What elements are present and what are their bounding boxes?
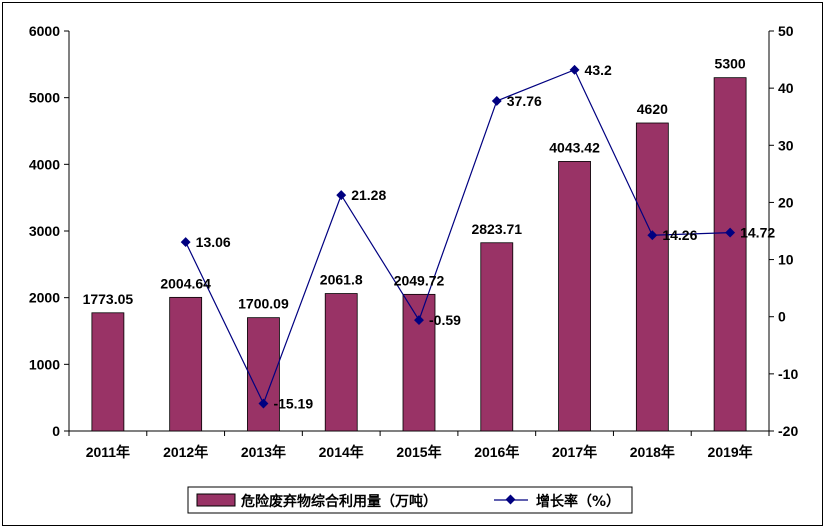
left-axis-tick-label: 4000 bbox=[29, 156, 60, 172]
legend-bar-label: 危险废弃物综合利用量（万吨） bbox=[240, 493, 437, 510]
growth-line bbox=[180, 64, 736, 409]
right-axis-tick-label: 20 bbox=[778, 194, 794, 210]
bars bbox=[91, 77, 747, 432]
bar-data-label: 1773.05 bbox=[83, 291, 134, 307]
data-labels: 1773.05 2004.64 1700.09 2061.8 2049.72 2823.7… bbox=[83, 56, 776, 412]
bar-data-label: 1700.09 bbox=[238, 296, 289, 312]
bar bbox=[480, 242, 514, 432]
line-data-label: -0.59 bbox=[429, 312, 461, 328]
legend-box bbox=[187, 486, 633, 514]
line-marker bbox=[491, 95, 502, 106]
bar bbox=[558, 161, 591, 432]
right-axis-tick-label: 0 bbox=[778, 309, 786, 325]
right-axis-tick-label: 40 bbox=[778, 80, 794, 96]
x-axis-tick-label: 2018年 bbox=[630, 444, 675, 460]
line-data-label: 43.2 bbox=[585, 62, 612, 78]
line-marker bbox=[336, 190, 347, 201]
x-axis-tick-label: 2016年 bbox=[474, 444, 519, 460]
line-data-label: 21.28 bbox=[351, 187, 386, 203]
bar bbox=[169, 296, 203, 432]
growth-line-path bbox=[185, 69, 731, 406]
bar-data-label: 4620 bbox=[637, 101, 668, 117]
x-axis-tick-label: 2014年 bbox=[319, 444, 364, 460]
line-marker bbox=[569, 64, 580, 75]
line-data-label: 37.76 bbox=[507, 93, 542, 109]
bar-data-label: 2004.64 bbox=[160, 275, 211, 291]
left-axis-tick-label: 2000 bbox=[29, 290, 60, 306]
legend-line-marker bbox=[505, 494, 516, 505]
line-data-label: 13.06 bbox=[196, 234, 231, 250]
line-marker bbox=[180, 237, 191, 248]
bar bbox=[713, 77, 747, 432]
bar bbox=[635, 122, 669, 432]
left-axis-tick-label: 6000 bbox=[29, 23, 60, 39]
line-marker bbox=[647, 230, 658, 241]
legend: 危险废弃物综合利用量（万吨） 增长率（%） bbox=[187, 486, 633, 514]
x-axis-tick-label: 2011年 bbox=[86, 444, 130, 460]
bar-data-label: 5300 bbox=[715, 56, 746, 72]
x-axis-tick-label: 2017年 bbox=[552, 444, 597, 460]
line-marker bbox=[258, 398, 269, 409]
right-axis-tick-label: -10 bbox=[778, 366, 798, 382]
left-axis-tick-label: 5000 bbox=[29, 90, 60, 106]
x-axis-tick-label: 2013年 bbox=[241, 444, 286, 460]
line-data-label: -15.19 bbox=[273, 396, 313, 412]
line-marker bbox=[414, 315, 424, 326]
right-axis-tick-label: 10 bbox=[778, 252, 794, 268]
left-axis-tick-label: 0 bbox=[52, 423, 60, 439]
bar-data-label: 2061.8 bbox=[320, 272, 363, 288]
right-axis-tick-label: 50 bbox=[778, 23, 794, 39]
bar-data-label: 4043.42 bbox=[549, 139, 600, 155]
line-data-label: 14.72 bbox=[740, 225, 775, 241]
x-axis-tick-label: 2019年 bbox=[708, 444, 753, 460]
right-axis-tick-label: 30 bbox=[778, 137, 794, 153]
right-axis-tick-label: -20 bbox=[778, 423, 798, 439]
line-marker bbox=[725, 227, 736, 238]
left-axis-tick-label: 3000 bbox=[29, 223, 60, 239]
bar bbox=[91, 312, 125, 432]
legend-line-label: 增长率（%） bbox=[536, 493, 620, 510]
axes: 0 1000 2000 3000 4000 5000 6000 -20 -10 0 10 20 30 40… bbox=[29, 23, 799, 460]
left-axis-tick-label: 1000 bbox=[29, 356, 60, 372]
bar bbox=[324, 293, 358, 432]
bar-data-label: 2823.71 bbox=[471, 221, 522, 237]
bar-data-label: 2049.72 bbox=[394, 272, 445, 288]
line-data-label: 14.26 bbox=[662, 227, 697, 243]
x-axis-tick-label: 2015年 bbox=[396, 444, 441, 460]
legend-bar-swatch bbox=[196, 493, 236, 507]
x-axis-tick-label: 2012年 bbox=[163, 444, 208, 460]
